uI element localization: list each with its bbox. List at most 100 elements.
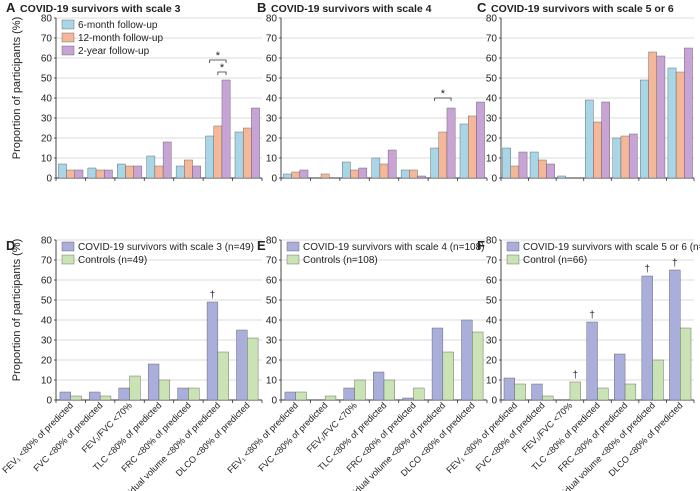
bar xyxy=(680,327,692,401)
bar xyxy=(459,123,469,179)
significance-bracket xyxy=(434,97,452,101)
bar xyxy=(472,331,484,401)
bar xyxy=(284,391,296,401)
bar xyxy=(476,101,485,179)
bar xyxy=(283,173,292,179)
bar xyxy=(343,387,355,401)
bar xyxy=(383,379,396,401)
bar xyxy=(251,107,260,179)
y-tick-label: 40 xyxy=(41,94,53,105)
y-tick-label: 0 xyxy=(491,174,497,185)
bar xyxy=(177,387,189,401)
y-tick-label: 30 xyxy=(266,114,278,125)
y-tick-label: 10 xyxy=(486,154,498,165)
y-tick-label: 80 xyxy=(266,236,278,247)
legend-swatch xyxy=(61,45,75,56)
bar xyxy=(247,337,259,401)
y-tick-label: 70 xyxy=(266,34,278,45)
bar xyxy=(125,165,134,179)
y-axis-label-top: Proportion of participants (%) xyxy=(11,17,23,159)
bar xyxy=(569,381,581,401)
bar xyxy=(640,79,649,179)
y-tick-label: 40 xyxy=(486,316,498,327)
bar xyxy=(373,371,385,401)
bar xyxy=(206,301,219,401)
bar xyxy=(95,169,105,179)
panel-title: COVID-19 survivors with scale 5 or 6 xyxy=(491,3,674,15)
panel-c: 0 10 20 30 40 50 60 70 80C COVID-19 survivors wit… xyxy=(477,0,695,185)
y-tick-label: 70 xyxy=(266,256,278,267)
legend-swatch xyxy=(286,254,300,265)
bar xyxy=(529,151,539,179)
significance-star: * xyxy=(220,62,225,74)
y-tick-label: 60 xyxy=(266,276,278,287)
panel-letter: E xyxy=(257,238,266,253)
y-tick-label: 30 xyxy=(266,336,278,347)
x-tick-label: FEV₁/FVC <70% xyxy=(305,400,359,454)
bar xyxy=(162,141,172,179)
y-tick-label: 20 xyxy=(486,356,498,367)
y-tick-label: 80 xyxy=(266,14,278,25)
bar xyxy=(461,319,473,401)
y-tick-label: 50 xyxy=(486,74,498,85)
significance-dagger: † xyxy=(672,258,678,269)
bar xyxy=(320,173,330,179)
bar xyxy=(117,163,126,179)
y-tick-label: 60 xyxy=(486,276,498,287)
y-tick-label: 0 xyxy=(491,396,497,407)
bar xyxy=(620,135,630,179)
legend-swatch xyxy=(61,241,75,252)
y-tick-label: 80 xyxy=(41,14,53,25)
bar xyxy=(601,101,610,179)
bar xyxy=(614,353,626,401)
significance-star: * xyxy=(216,50,221,62)
y-tick-label: 10 xyxy=(41,376,53,387)
y-tick-label: 40 xyxy=(41,316,53,327)
y-tick-label: 30 xyxy=(486,336,498,347)
bar xyxy=(597,387,609,401)
y-tick-label: 80 xyxy=(486,236,498,247)
bar xyxy=(546,163,555,179)
bar xyxy=(324,395,337,401)
panel-letter: B xyxy=(257,0,266,15)
legend-swatch xyxy=(61,254,75,265)
significance-star: * xyxy=(441,88,446,100)
bar xyxy=(652,359,664,401)
bar xyxy=(74,169,84,179)
bar xyxy=(438,131,448,179)
y-tick-label: 30 xyxy=(486,114,498,125)
y-tick-label: 20 xyxy=(486,134,498,145)
bar xyxy=(514,383,526,401)
bar xyxy=(158,379,171,401)
bar xyxy=(188,387,200,401)
panel-letter: D xyxy=(6,238,15,253)
y-tick-label: 30 xyxy=(41,114,53,125)
bar xyxy=(409,169,418,179)
bar xyxy=(612,137,622,179)
y-tick-label: 0 xyxy=(271,396,277,407)
bar xyxy=(118,387,130,401)
y-tick-label: 70 xyxy=(486,256,498,267)
bar xyxy=(586,321,598,401)
bar xyxy=(669,269,681,401)
bar xyxy=(70,395,82,401)
y-tick-label: 50 xyxy=(486,296,498,307)
bar xyxy=(87,167,97,179)
panel-letter: C xyxy=(477,0,487,15)
y-tick-label: 10 xyxy=(486,376,498,387)
bar xyxy=(641,275,653,401)
bar xyxy=(217,351,229,401)
legend-label: Controls (n=108) xyxy=(303,255,378,266)
bar xyxy=(205,135,214,179)
y-tick-label: 50 xyxy=(266,296,278,307)
bar xyxy=(442,351,454,401)
bar xyxy=(510,165,520,179)
bar xyxy=(58,163,67,179)
legend-label: COVID-19 survivors with scale 5 or 6 (n=… xyxy=(523,242,700,253)
bar xyxy=(66,169,76,179)
y-tick-label: 70 xyxy=(486,34,498,45)
significance-dagger: † xyxy=(644,264,650,275)
y-tick-label: 0 xyxy=(46,396,52,407)
y-tick-label: 50 xyxy=(41,74,53,85)
